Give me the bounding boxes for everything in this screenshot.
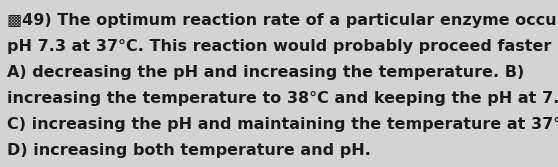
Text: D) increasing both temperature and pH.: D) increasing both temperature and pH. (7, 143, 371, 158)
Text: increasing the temperature to 38°C and keeping the pH at 7.3.: increasing the temperature to 38°C and k… (7, 91, 558, 106)
Text: pH 7.3 at 37°C. This reaction would probably proceed faster by:: pH 7.3 at 37°C. This reaction would prob… (7, 39, 558, 54)
Text: ▩49) The optimum reaction rate of a particular enzyme occurs at: ▩49) The optimum reaction rate of a part… (7, 13, 558, 28)
Text: C) increasing the pH and maintaining the temperature at 37°C.: C) increasing the pH and maintaining the… (7, 117, 558, 132)
Text: A) decreasing the pH and increasing the temperature. B): A) decreasing the pH and increasing the … (7, 65, 525, 80)
